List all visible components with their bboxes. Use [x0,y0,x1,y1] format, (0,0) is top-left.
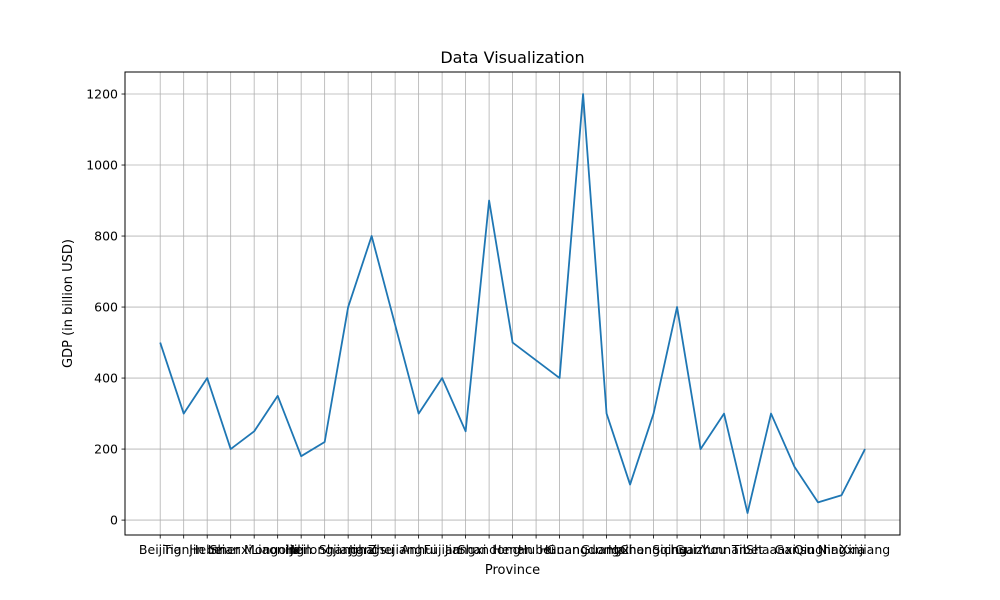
x-tick-label: Sichuan [652,542,702,557]
x-tick-label: Zhejiang [368,542,423,557]
x-tick-label: Gansu [775,542,815,557]
x-tick-label: Ningxia [818,542,865,557]
x-tick-label: Guangxi [581,542,633,557]
y-tick-label: 1000 [86,158,118,173]
y-tick-label: 800 [94,229,118,244]
x-tick-label: Hunan [539,542,580,557]
x-tick-label: Shaanxi [746,542,796,557]
x-tick-label: Hainan [608,542,652,557]
series-line [159,93,866,514]
x-tick-label: Guangdong [547,542,620,557]
x-tick-label: Shandong [458,542,521,557]
x-tick-label: Hubei [518,542,554,557]
y-tick-label: 0 [110,513,118,528]
x-tick-label: Fujian [424,542,461,557]
x-tick-label: Anhui [401,542,437,557]
y-tick-label: 400 [94,371,118,386]
x-axis-label: Province [485,563,540,578]
x-tick-label: Liaoning [251,542,304,557]
y-tick-label: 600 [94,300,118,315]
x-tick-label: Guizhou [675,542,726,557]
x-tick-label: Shanghai [319,542,377,557]
x-tick-label: Jilin [289,542,312,557]
x-tick-label: Chongqing [620,542,687,557]
y-tick-labels: 0 200 400 600 800 1000 1200 [86,87,118,528]
x-tick-label: Beijing [139,542,182,557]
y-tick-label: 200 [94,442,118,457]
x-tick-label: Tibet [731,542,763,557]
x-tick-label: Henan [492,542,533,557]
x-tick-label: Jiangxi [444,542,487,557]
x-tick-label: Hebei [189,542,225,557]
plot-frame [124,71,901,536]
x-tick-label: Heilongjiang [286,542,364,557]
y-axis-label: GDP (in billion USD) [61,239,76,368]
grid [125,72,900,535]
x-tick-label: Qinghai [794,542,842,557]
x-tick-label: Inner Mongolia [208,542,301,557]
x-tick-label: Xinjiang [840,542,890,557]
y-tick-label: 1200 [86,87,118,102]
chart-title: Data Visualization [440,48,584,67]
x-tick-label: Jiangsu [348,542,394,557]
axis-ticks [121,93,866,539]
x-tick-label: Shanxi [210,542,252,557]
x-tick-label: Yunnan [700,542,747,557]
x-tick-label: Tianjin [162,542,204,557]
